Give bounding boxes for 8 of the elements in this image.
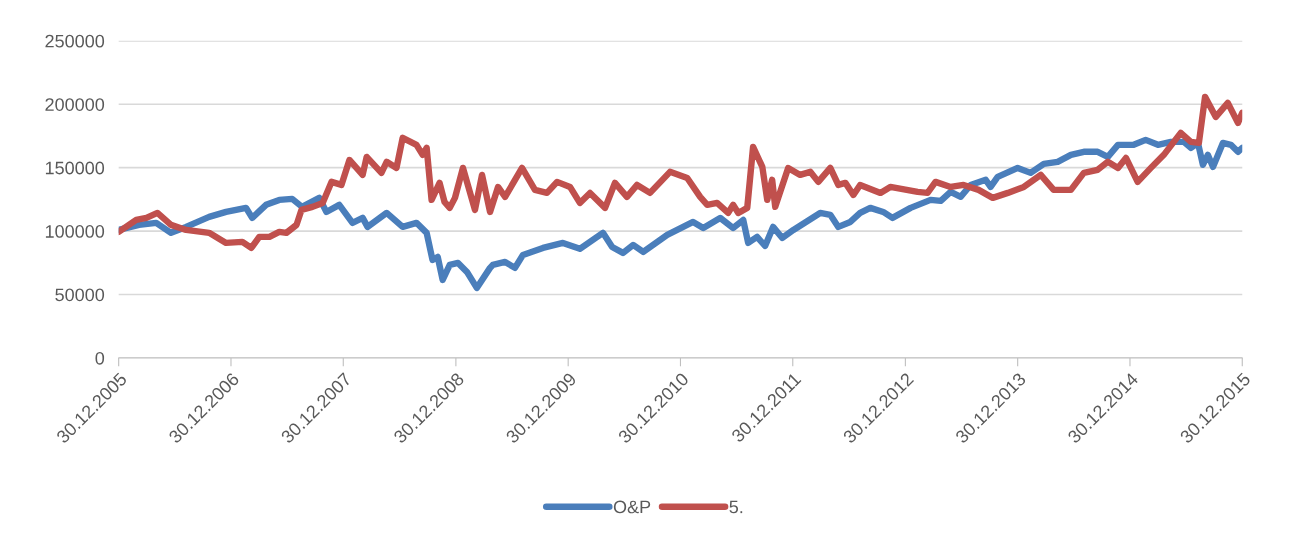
- y-tick-label: 100000: [45, 225, 105, 238]
- y-tick-label: 250000: [45, 34, 105, 48]
- legend-label: 5.: [729, 500, 743, 514]
- y-tick-label: 200000: [45, 98, 105, 111]
- y-tick-label: 50000: [55, 288, 105, 302]
- legend-label: O&P: [613, 500, 651, 514]
- y-tick-label: 150000: [45, 161, 105, 175]
- y-tick-label: 0: [95, 351, 105, 365]
